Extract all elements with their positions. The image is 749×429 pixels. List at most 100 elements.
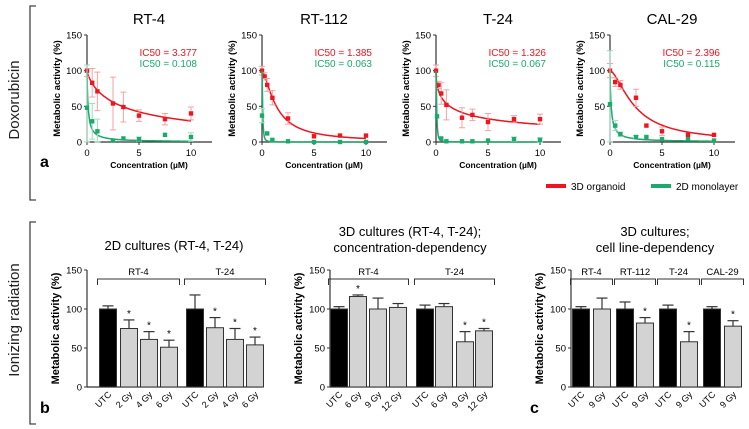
x-category-label: 6 Gy <box>154 389 175 410</box>
y-tick-label: 50 <box>71 102 82 113</box>
x-category-label: 12 Gy <box>465 389 489 413</box>
bar <box>349 296 367 388</box>
group-label: RT-112 <box>620 267 650 278</box>
x-category-label: 9 Gy <box>630 389 651 410</box>
data-point-3d <box>537 116 543 122</box>
data-point-3d <box>270 95 275 100</box>
y-tick-label: 100 <box>66 305 82 316</box>
bar <box>99 308 117 388</box>
data-point-3d <box>511 116 517 122</box>
significance-star: * <box>356 284 360 295</box>
bar-chart-2: 3D cultures (RT-4, T-24);concentration-d… <box>293 224 495 413</box>
data-point-2d <box>659 136 665 142</box>
error-bar <box>607 50 613 143</box>
x-axis-label: Concentration (µM) <box>110 160 188 170</box>
y-tick-label: 50 <box>555 344 566 355</box>
x-axis-label: Concentration (µM) <box>459 160 537 170</box>
data-point-3d <box>121 104 126 110</box>
x-category-label: 6 Gy <box>343 389 364 410</box>
y-tick-label: 100 <box>415 66 431 77</box>
data-point-2d <box>511 136 517 142</box>
y-tick-label: 150 <box>309 266 325 277</box>
data-point-2d <box>607 101 613 107</box>
x-category-label: 6 Gy <box>240 389 261 410</box>
chart-title: concentration-dependency <box>333 240 487 255</box>
data-point-3d <box>265 82 270 88</box>
data-point-3d <box>433 68 439 73</box>
legend-label-3d: 3D organoid <box>571 182 625 193</box>
data-point-2d <box>470 139 475 144</box>
chart-title: 2D cultures (RT-4, T-24) <box>105 238 244 253</box>
y-tick-label: 0 <box>426 138 431 149</box>
x-category-label: UTC <box>697 389 718 410</box>
y-axis-label: Metabolic activity (%) <box>50 272 62 384</box>
ic50-label-3d: IC50 = 1.385 <box>314 48 372 59</box>
data-point-2d <box>121 136 126 141</box>
group-bracket <box>657 278 700 285</box>
x-tick-label: 5 <box>485 148 490 159</box>
bar <box>593 308 611 388</box>
data-point-3d <box>259 68 265 73</box>
group-label: RT-4 <box>358 267 378 278</box>
data-point-2d <box>270 137 275 143</box>
chart-title: RT-112 <box>300 11 348 28</box>
bar <box>226 338 244 388</box>
chart-title: 3D cultures; <box>620 224 689 239</box>
bar <box>680 341 698 388</box>
data-point-2d <box>95 129 100 134</box>
y-tick-label: 50 <box>594 102 605 113</box>
data-point-3d <box>439 91 444 96</box>
bar <box>246 344 264 388</box>
error-bar <box>84 64 90 143</box>
data-point-3d <box>162 116 168 122</box>
data-point-3d <box>311 134 317 139</box>
y-axis-label: Metabolic activity (%) <box>575 40 586 137</box>
y-tick-label: 150 <box>589 31 605 42</box>
data-point-2d <box>485 138 491 143</box>
bar <box>703 308 721 388</box>
group-bracket <box>328 278 409 285</box>
bar <box>416 308 434 388</box>
group-label: RT-4 <box>128 267 148 278</box>
x-category-label: 9 Gy <box>587 389 608 410</box>
x-tick-label: 5 <box>311 148 316 159</box>
group-label: T-24 <box>669 267 688 278</box>
data-point-3d <box>711 132 717 138</box>
data-point-3d <box>485 119 491 125</box>
x-category-label: 2 Gy <box>200 389 221 410</box>
x-category-label: 6 Gy <box>429 389 450 410</box>
significance-star: * <box>687 321 691 332</box>
y-tick-label: 0 <box>77 138 82 149</box>
section-label-radiation: Ionizing radiation <box>6 263 23 376</box>
chart-title: cell line-dependency <box>596 240 715 255</box>
x-category-label: UTC <box>180 389 201 410</box>
y-axis-label: Metabolic activity (%) <box>401 40 412 137</box>
data-point-3d <box>95 89 100 94</box>
panel-label-b: b <box>40 400 50 417</box>
bar <box>186 308 204 388</box>
y-tick-label: 150 <box>66 31 82 42</box>
bar <box>456 341 474 388</box>
bar <box>369 308 387 388</box>
ic50-label-3d: IC50 = 1.326 <box>488 48 546 59</box>
y-tick-label: 100 <box>550 305 566 316</box>
data-point-3d <box>685 132 691 138</box>
x-category-label: UTC <box>566 389 587 410</box>
data-point-2d <box>459 139 465 144</box>
x-tick-label: 5 <box>136 148 141 159</box>
x-tick-label: 10 <box>186 148 197 159</box>
fit-curve-2d <box>86 70 191 142</box>
group-bracket <box>614 278 656 285</box>
y-tick-label: 150 <box>241 31 257 42</box>
group-bracket <box>97 278 180 285</box>
data-point-2d <box>363 139 369 145</box>
significance-star: * <box>643 307 647 318</box>
bar-chart-1: 2D cultures (RT-4, T-24) 0 50 100 150 Metabol… <box>50 238 266 410</box>
data-point-2d <box>84 105 90 110</box>
y-tick-label: 50 <box>71 344 82 355</box>
y-tick-label: 50 <box>420 102 431 113</box>
x-tick-label: 0 <box>84 148 89 159</box>
bar <box>330 308 348 388</box>
